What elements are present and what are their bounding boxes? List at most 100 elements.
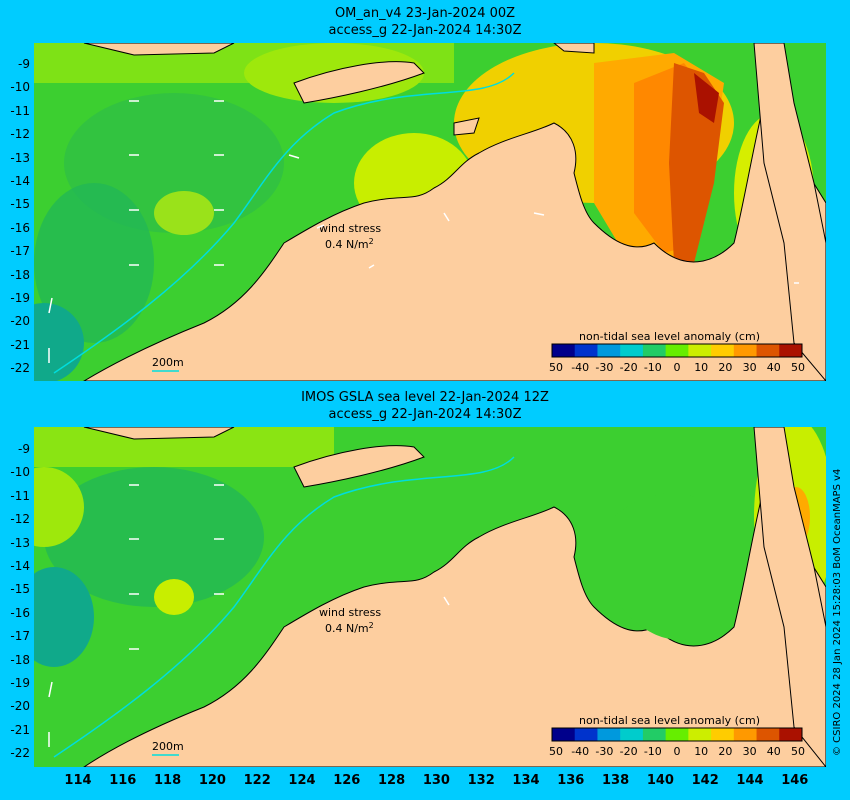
latitude-tick-label: -12 — [10, 512, 30, 527]
longitude-tick-label: 144 — [736, 773, 764, 788]
credit-text: © CSIRO 2024 28 Jan 2024 15:28:03 BoM Oc… — [832, 468, 843, 756]
latitude-tick-label: -20 — [10, 699, 30, 714]
colorbar-swatch — [597, 344, 621, 357]
longitude-tick-label: 116 — [109, 773, 137, 788]
colorbar-swatch — [733, 344, 758, 357]
longitude-tick-label: 118 — [154, 773, 182, 788]
colorbar-tick-label: 50 — [549, 361, 563, 374]
isobath-200m-line — [53, 72, 515, 374]
colorbar-tick-label: 20 — [718, 745, 732, 758]
colorbar-swatch — [620, 344, 644, 357]
colorbar-2: 50 -40 -30 -20 -10 0 10 20 30 40 50 — [549, 727, 805, 758]
colorbar-tick-label: 20 — [718, 361, 732, 374]
latitude-tick-label: -22 — [10, 746, 30, 761]
longitude-tick-label: 138 — [602, 773, 630, 788]
colorbar-swatch — [665, 344, 689, 357]
australia-landmass — [83, 101, 826, 381]
latitude-tick-label: -10 — [10, 465, 30, 480]
latitude-tick-label: -16 — [10, 220, 30, 235]
colorbar-tick-label: -40 — [571, 361, 589, 374]
timor-island — [293, 61, 425, 104]
wind-arrows-2 — [48, 484, 450, 747]
wind-stress-label: wind stress — [319, 222, 381, 235]
longitude-tick-label: 146 — [781, 773, 809, 788]
colorbar-tick-label: 50 — [791, 361, 805, 374]
longitude-tick-label: 114 — [64, 773, 92, 788]
longitude-tick-label: 140 — [646, 773, 674, 788]
longitude-tick-label: 122 — [243, 773, 271, 788]
latitude-tick-label: -12 — [10, 127, 30, 142]
latitude-tick-label: -15 — [10, 582, 30, 597]
map-panel-2: wind stress 0.4 N/m2 200m non-tidal sea … — [34, 427, 826, 767]
panel2-title: IMOS GSLA sea level 22-Jan-2024 12Z — [301, 390, 549, 405]
colorbar-title: non-tidal sea level anomaly (cm) — [579, 330, 760, 343]
wind-stress-value: 0.4 N/m2 — [325, 237, 374, 251]
latitude-tick-label: -11 — [10, 488, 30, 503]
colorbar-swatch — [756, 728, 780, 741]
wind-arrows — [48, 100, 799, 363]
longitude-tick-label: 134 — [512, 773, 540, 788]
colorbar-tick-label: 10 — [694, 361, 708, 374]
colorbar-tick-label: 50 — [791, 745, 805, 758]
longitude-tick-label: 128 — [378, 773, 406, 788]
colorbar-tick-label: 40 — [767, 745, 781, 758]
latitude-tick-label: -17 — [10, 244, 30, 259]
latitude-tick-label: -18 — [10, 652, 30, 667]
latitude-tick-label: -16 — [10, 605, 30, 620]
colorbar-swatch — [574, 728, 598, 741]
colorbar-swatch — [688, 344, 712, 357]
colorbar-swatch — [711, 344, 735, 357]
wind-stress-value-2: 0.4 N/m2 — [325, 621, 374, 635]
wind-stress-label-2: wind stress — [319, 606, 381, 619]
latitude-tick-label: -14 — [10, 559, 30, 573]
colorbar-swatch — [779, 344, 803, 357]
colorbar-swatch — [552, 344, 576, 357]
colorbar-swatch — [711, 728, 735, 741]
colorbar-swatch — [620, 728, 644, 741]
colorbar-tick-label: -10 — [644, 745, 662, 758]
longitude-tick-label: 142 — [691, 773, 719, 788]
colorbar-tick-label: 30 — [743, 745, 757, 758]
colorbar-swatch — [574, 344, 598, 357]
colorbar-swatch — [597, 728, 621, 741]
map-panel-1: wind stress 0.4 N/m2 200m non-tidal sea … — [34, 43, 826, 381]
latitude-tick-label: -21 — [10, 337, 30, 352]
panel1-title: OM_an_v4 23-Jan-2024 00Z — [334, 6, 516, 21]
panel2-subtitle: access_g 22-Jan-2024 14:30Z — [328, 407, 522, 422]
colorbar-swatch — [665, 728, 689, 741]
colorbar-tick-label: -20 — [620, 745, 638, 758]
isobath-legend-label: 200m — [152, 356, 184, 369]
colorbar-tick-label: 30 — [743, 361, 757, 374]
colorbar-swatch — [688, 728, 712, 741]
australia-landmass-2 — [83, 485, 826, 767]
isobath-legend-label-2: 200m — [152, 740, 184, 753]
longitude-tick-label: 124 — [288, 773, 316, 788]
longitude-tick-label: 126 — [333, 773, 361, 788]
colorbar-tick-label: -30 — [595, 745, 613, 758]
longitude-tick-label: 120 — [198, 773, 226, 788]
colorbar-swatch — [642, 344, 667, 357]
latitude-tick-label: -10 — [10, 80, 30, 95]
colorbar-1: 50 -40 -30 -20 -10 0 10 20 30 40 50 — [549, 343, 805, 374]
latitude-tick-label: -21 — [10, 722, 30, 737]
latitude-tick-label: -9 — [18, 442, 30, 456]
latitude-tick-label: -20 — [10, 314, 30, 329]
latitude-tick-label: -13 — [10, 535, 30, 550]
colorbar-tick-label: 40 — [767, 361, 781, 374]
colorbar-title-2: non-tidal sea level anomaly (cm) — [579, 714, 760, 727]
latitude-tick-label: -11 — [10, 103, 30, 118]
colorbar-tick-label: 0 — [674, 745, 681, 758]
colorbar-tick-label: -10 — [644, 361, 662, 374]
colorbar-tick-label: -20 — [620, 361, 638, 374]
colorbar-swatch — [552, 728, 576, 741]
longitude-tick-label: 130 — [422, 773, 450, 788]
colorbar-swatch — [756, 344, 780, 357]
colorbar-swatch — [733, 728, 758, 741]
colorbar-tick-label: 0 — [674, 361, 681, 374]
latitude-tick-label: -18 — [10, 267, 30, 282]
latitude-tick-label: -17 — [10, 629, 30, 644]
colorbar-tick-label: -40 — [571, 745, 589, 758]
colorbar-tick-label: 50 — [549, 745, 563, 758]
colorbar-swatch — [779, 728, 803, 741]
latitude-tick-label: -14 — [10, 174, 30, 188]
